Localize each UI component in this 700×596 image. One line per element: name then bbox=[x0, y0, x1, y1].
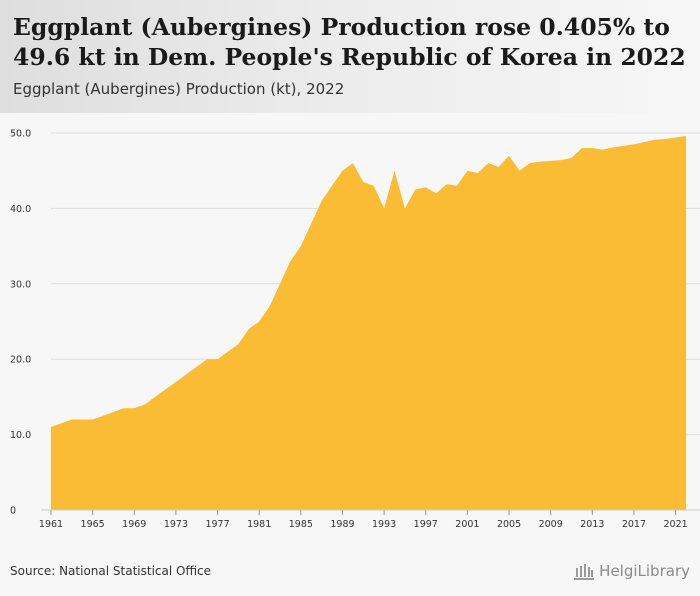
y-tick-label: 20.0 bbox=[10, 355, 31, 366]
x-tick-label: 1981 bbox=[247, 519, 271, 530]
x-tick-label: 1997 bbox=[414, 519, 438, 530]
x-tick-label: 1973 bbox=[164, 519, 188, 530]
x-tick-label: 2013 bbox=[580, 519, 604, 530]
x-tick-label: 2009 bbox=[539, 519, 563, 530]
helgilibrary-logo[interactable]: HelgiLibrary bbox=[573, 561, 690, 581]
y-tick-label: 50.0 bbox=[10, 129, 31, 140]
y-tick-label: 30.0 bbox=[10, 279, 31, 290]
x-tick-label: 2017 bbox=[622, 519, 646, 530]
chart-area: 0 10.0 20.0 30.0 40.0 50.0 1961 1965 1969 1973 197… bbox=[0, 113, 700, 550]
y-tick-label: 0 bbox=[10, 506, 16, 517]
source-note: Source: National Statistical Office bbox=[10, 564, 212, 578]
x-tick-label: 1977 bbox=[205, 519, 229, 530]
x-tick-label: 2005 bbox=[497, 519, 521, 530]
x-tick-label: 2021 bbox=[663, 519, 687, 530]
x-tick-label: 1965 bbox=[81, 519, 105, 530]
chart-subtitle: Eggplant (Aubergines) Production (kt), 2… bbox=[13, 80, 345, 98]
x-tick-label: 2001 bbox=[455, 519, 479, 530]
chart-header: Eggplant (Aubergines) Production rose 0.… bbox=[0, 0, 700, 113]
x-tick-label: 1961 bbox=[39, 519, 63, 530]
area-series bbox=[51, 136, 686, 510]
chart-footer: Source: National Statistical Office Helg… bbox=[0, 550, 700, 596]
x-tick-label: 1969 bbox=[122, 519, 146, 530]
library-building-icon bbox=[574, 564, 595, 580]
x-tick-label: 1993 bbox=[372, 519, 396, 530]
x-tick-label: 1985 bbox=[289, 519, 313, 530]
x-tick-label: 1989 bbox=[330, 519, 354, 530]
chart-title: Eggplant (Aubergines) Production rose 0.… bbox=[13, 13, 686, 71]
area-chart: 0 10.0 20.0 30.0 40.0 50.0 1961 1965 1969 1973 197… bbox=[10, 129, 700, 530]
y-tick-label: 10.0 bbox=[10, 430, 31, 441]
y-tick-label: 40.0 bbox=[10, 204, 31, 215]
logo-text: HelgiLibrary bbox=[599, 562, 690, 580]
